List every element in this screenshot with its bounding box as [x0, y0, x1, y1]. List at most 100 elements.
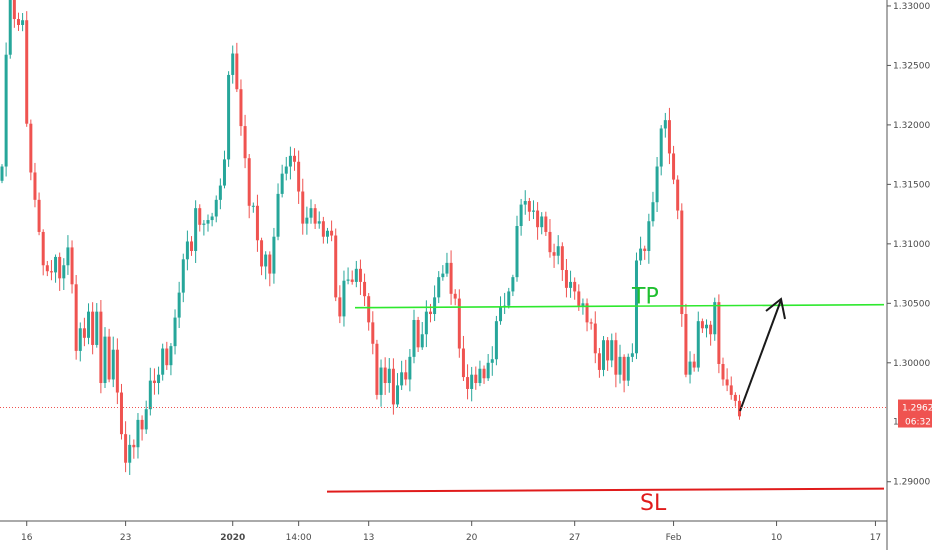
candle-body	[293, 155, 297, 162]
candle-body	[461, 348, 465, 378]
candle-body	[169, 346, 173, 366]
sl-line[interactable]	[326, 487, 885, 493]
candle-body	[606, 340, 610, 361]
candle-body	[630, 353, 634, 357]
x-axis-background	[0, 521, 887, 550]
candle-body	[437, 277, 441, 298]
candle-body	[218, 185, 222, 200]
candle-body	[70, 247, 74, 285]
candle-body	[346, 279, 350, 281]
candle-body	[453, 293, 457, 299]
y-axis-tick-label: 1.29000	[893, 478, 930, 488]
candle-body	[350, 279, 354, 282]
sl-label: SL	[640, 491, 667, 516]
candle-body	[144, 409, 148, 430]
candle-body	[45, 265, 49, 272]
candle-body	[713, 302, 717, 335]
x-axis-tick-label: 23	[120, 533, 131, 543]
candle-body	[66, 247, 70, 266]
candle-body	[705, 324, 709, 329]
candle-body	[268, 254, 272, 274]
candle-body	[272, 236, 276, 274]
candle-body	[132, 444, 136, 448]
y-axis-tick-label: 1.32000	[893, 121, 930, 131]
candle-body	[523, 201, 527, 205]
candle-body	[643, 248, 647, 251]
candle-body	[548, 231, 552, 253]
candle-body	[305, 217, 309, 224]
candle-body	[74, 284, 78, 351]
candle-body	[243, 126, 247, 159]
candle-body	[190, 241, 194, 251]
candle-body	[173, 317, 177, 347]
candle-body	[482, 368, 486, 379]
candle-body	[363, 281, 367, 297]
candle-body	[577, 291, 581, 306]
y-axis-tick-label: 1.32500	[893, 61, 930, 71]
candle-body	[721, 363, 725, 380]
tp-line[interactable]	[354, 303, 885, 309]
trend-arrow-shaft[interactable]	[739, 299, 782, 412]
candle-body	[387, 368, 391, 384]
candle-body	[338, 297, 342, 317]
candle-body	[202, 223, 206, 225]
candle-body	[396, 385, 400, 405]
candle-body	[124, 434, 128, 463]
candle-body	[231, 53, 235, 75]
candle-body	[206, 220, 210, 224]
sl-annotation[interactable]: SL	[326, 487, 885, 517]
candle-body	[474, 374, 478, 384]
candle-body	[717, 302, 721, 364]
trend-arrow[interactable]	[739, 297, 786, 412]
candle-body	[499, 306, 503, 322]
candle-body	[297, 161, 301, 192]
candle-body	[700, 321, 704, 329]
y-axis: 1.33000 1.32500 1.32000 1.31500 1.31000 1.305…	[887, 2, 930, 488]
candle-body	[136, 419, 140, 448]
candle-body	[367, 296, 371, 323]
candle-body	[111, 349, 115, 380]
candle-body	[95, 311, 99, 345]
candle-body	[593, 323, 597, 354]
candle-body	[400, 372, 404, 386]
y-axis-background	[887, 0, 932, 550]
candle-body	[177, 292, 181, 318]
candle-body	[91, 311, 95, 345]
trend-arrow-head[interactable]	[765, 297, 786, 320]
candle-body	[358, 268, 362, 282]
candle-body	[433, 297, 437, 315]
candle-body	[391, 368, 395, 405]
candle-body	[264, 254, 268, 267]
candle-body	[280, 173, 284, 194]
candle-body	[725, 379, 729, 386]
candle-body	[585, 303, 589, 323]
candle-body	[639, 248, 643, 261]
candle-body	[688, 361, 692, 375]
candle-body	[140, 419, 144, 430]
tp-annotation[interactable]: TP	[354, 285, 885, 310]
candle-body	[597, 353, 601, 370]
candle-body	[165, 348, 169, 366]
y-axis-tick-label: 1.31000	[893, 240, 930, 250]
x-axis-tick-label: 13	[363, 533, 374, 543]
candle-body	[54, 256, 58, 273]
candle-body	[560, 246, 564, 271]
y-axis-tick-label: 1.30000	[893, 359, 930, 369]
candle-body	[531, 210, 535, 212]
candle-body	[486, 362, 490, 379]
candle-body	[737, 400, 741, 417]
candle-body	[239, 89, 243, 127]
candle-body	[210, 216, 214, 221]
candle-body	[412, 319, 416, 357]
x-axis-tick-label: 14:00	[286, 533, 312, 543]
candle-body	[676, 179, 680, 211]
candle-body	[684, 314, 688, 375]
candle-body	[507, 291, 511, 306]
candle-body	[301, 191, 305, 224]
candle-body	[334, 235, 338, 298]
candle-body	[672, 153, 676, 180]
candle-body	[667, 120, 671, 154]
candle-body	[692, 361, 696, 368]
candle-body	[490, 359, 494, 363]
candle-body	[78, 328, 82, 351]
